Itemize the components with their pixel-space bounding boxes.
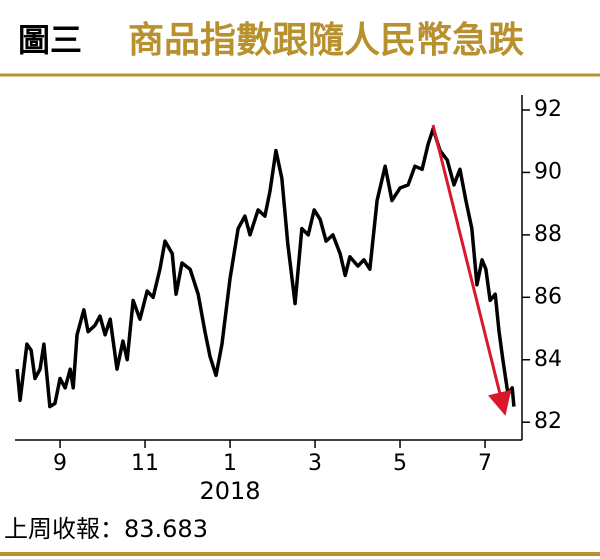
x-tick-label: 9 — [53, 451, 67, 476]
y-tick-label: 88 — [534, 222, 562, 247]
line — [15, 126, 516, 409]
x-tick-label: 11 — [131, 451, 159, 476]
y-tick-label: 84 — [534, 347, 562, 372]
x-tick-label: 1 — [223, 451, 237, 476]
x-tick-label: 3 — [308, 451, 322, 476]
y-tick-label: 90 — [534, 159, 562, 184]
figure-label: 圖三 — [18, 21, 82, 59]
y-tick-label: 82 — [534, 409, 562, 434]
x-tick-label: 7 — [478, 451, 492, 476]
trend-arrow — [431, 124, 512, 416]
x-tick-label: 5 — [393, 451, 407, 476]
chart-title: 商品指數跟隨人民幣急跌 — [128, 20, 524, 61]
year-label: 2018 — [199, 477, 260, 505]
y-tick-label: 86 — [534, 284, 562, 309]
y-tick-label: 92 — [534, 97, 562, 122]
footer: 上周收報：83.683 — [4, 515, 208, 543]
